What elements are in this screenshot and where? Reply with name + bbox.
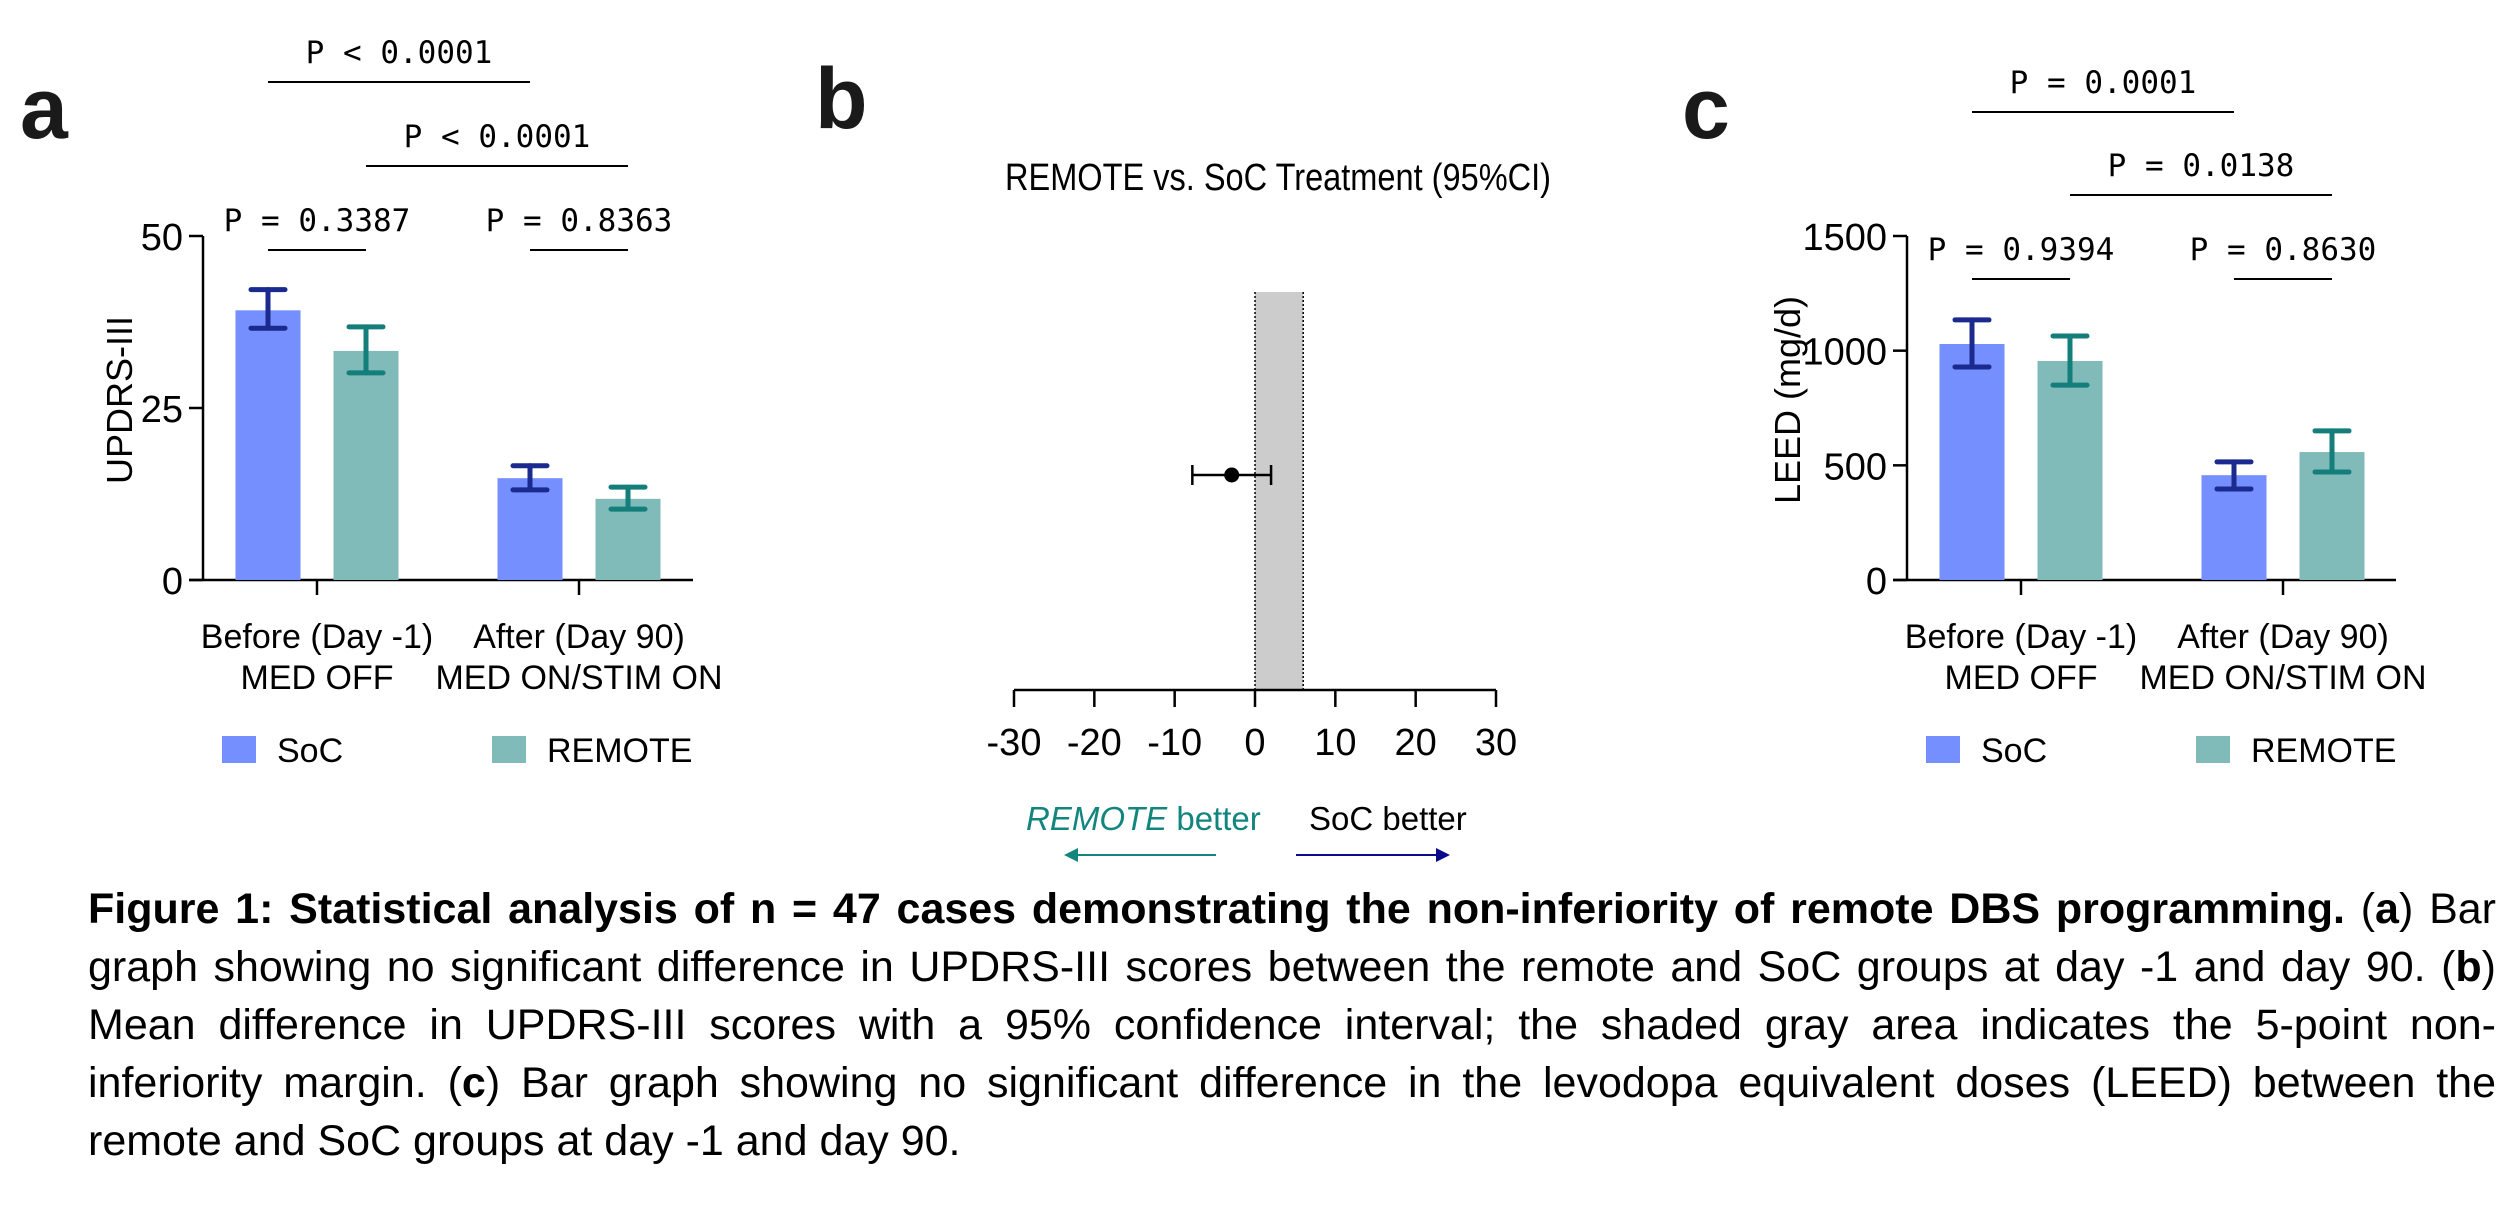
caption-line: graph showing no significant difference … [88,938,2496,996]
p-value-label: P < 0.0001 [306,35,493,71]
caption-text: Mean difference in UPDRS-III scores with… [88,1001,2496,1049]
arrow-right-icon [1436,848,1450,862]
caption-text: ) Bar graph showing no significant diffe… [485,1059,2496,1107]
x-tick-label: -10 [1147,722,1202,764]
y-tick-label: 1500 [1802,217,1887,259]
x-tick-label: -30 [987,722,1042,764]
caption-line: inferiority margin. (c) Bar graph showin… [88,1054,2496,1112]
bar-soc [497,478,563,580]
error-bar-soc [1952,317,1992,370]
error-bar-soc [2214,459,2254,492]
p-value-label: P = 0.8630 [2190,232,2377,268]
forest-plot-title: REMOTE vs. SoC Treatment (95%CI) [1005,157,1551,199]
y-tick-label: 500 [1824,446,1887,488]
y-tick-label: 0 [1866,561,1887,603]
y-tick-label: 0 [162,561,183,603]
caption-bold-text: a [2375,885,2399,933]
legend-swatch-remote [2196,736,2230,763]
category-label-line2: MED ON/STIM ON [2139,659,2426,697]
bar-remote [595,498,661,580]
p-value-label: P < 0.0001 [404,119,591,155]
panel-c-leed-bar-chart: 0 500 1000 1500 LEED (mg/d) Before (Day -1)ME… [1767,65,2427,770]
bar-remote [333,350,399,580]
category-label-line2: MED ON/STIM ON [435,659,722,697]
legend-swatch-soc [222,736,256,763]
y-tick-label: 25 [141,389,183,431]
non-inferiority-margin-band [1255,292,1304,690]
x-tick-label: 10 [1314,722,1356,764]
caption-line: remote and SoC groups at day -1 and day … [88,1112,2496,1170]
y-tick-label: 1000 [1802,332,1887,374]
legend-swatch-soc [1926,736,1960,763]
caption-text: remote and SoC groups at day -1 and day … [88,1117,961,1165]
remote-better-rest: better [1167,800,1261,837]
category-label-line2: MED OFF [1945,659,2098,697]
category-label-line1: After (Day 90) [2177,618,2389,656]
error-bar-soc [510,463,550,493]
caption-text: ( [2344,885,2376,933]
caption-line: Mean difference in UPDRS-III scores with… [88,996,2496,1054]
bar-soc [1939,344,2005,580]
panel-a-updrs-bar-chart: 0 25 50 UPDRS-III Before (Day -1)MED OFF Afte… [99,35,723,770]
p-value-label: P = 0.9394 [1928,232,2115,268]
x-tick-label: 0 [1244,722,1265,764]
caption-text: graph showing no significant difference … [88,943,2456,991]
x-tick-label: 30 [1475,722,1517,764]
remote-better-italic: REMOTE [1026,800,1168,837]
caption-text: ) [2481,943,2496,991]
figure-caption: Figure 1: Statistical analysis of n = 47… [88,880,2496,1170]
p-value-label: P = 0.8363 [486,203,673,239]
p-value-label: P = 0.0138 [2108,148,2295,184]
error-bar-remote [2050,333,2090,388]
legend-label-remote: REMOTE [2251,732,2396,770]
x-tick-label: 20 [1395,722,1437,764]
y-tick-label: 50 [141,217,183,259]
bar-remote [2037,360,2103,580]
category-label-line1: After (Day 90) [473,618,685,656]
x-tick-label: -20 [1067,722,1122,764]
caption-bold-text: Figure 1: Statistical analysis of n = 47… [88,885,2345,933]
legend-label-soc: SoC [277,732,343,770]
mean-difference-point [1224,467,1240,483]
category-label-line1: Before (Day -1) [201,618,433,656]
y-axis-label: UPDRS-III [99,316,140,484]
remote-better-label: REMOTE better [1026,800,1261,837]
legend-label-remote: REMOTE [547,732,692,770]
category-label-line2: MED OFF [241,659,394,697]
caption-bold-text: c [461,1059,486,1107]
caption-text: inferiority margin. ( [88,1059,462,1107]
bar-soc [2201,475,2267,580]
panel-label-b: b [815,51,868,147]
panel-b-forest-plot: REMOTE vs. SoC Treatment (95%CI) -30 -20-… [987,157,1551,862]
soc-better-label: SoC better [1309,800,1467,837]
error-bar-remote [2312,428,2352,475]
legend-label-soc: SoC [1981,732,2047,770]
p-value-label: P = 0.0001 [2010,65,2197,101]
panel-label-a: a [20,61,69,157]
error-bar-remote [346,324,386,376]
p-value-label: P = 0.3387 [224,203,411,239]
caption-text: ) Bar [2398,885,2496,933]
category-label-line1: Before (Day -1) [1905,618,2137,656]
arrow-left-icon [1064,848,1078,862]
error-bar-remote [608,484,648,512]
bar-soc [235,310,301,580]
panel-label-c: c [1682,61,1730,157]
caption-bold-text: b [2455,943,2482,991]
legend-swatch-remote [492,736,526,763]
caption-line: Figure 1: Statistical analysis of n = 47… [88,880,2496,938]
error-bar-soc [248,287,288,331]
y-axis-label: LEED (mg/d) [1767,296,1808,504]
